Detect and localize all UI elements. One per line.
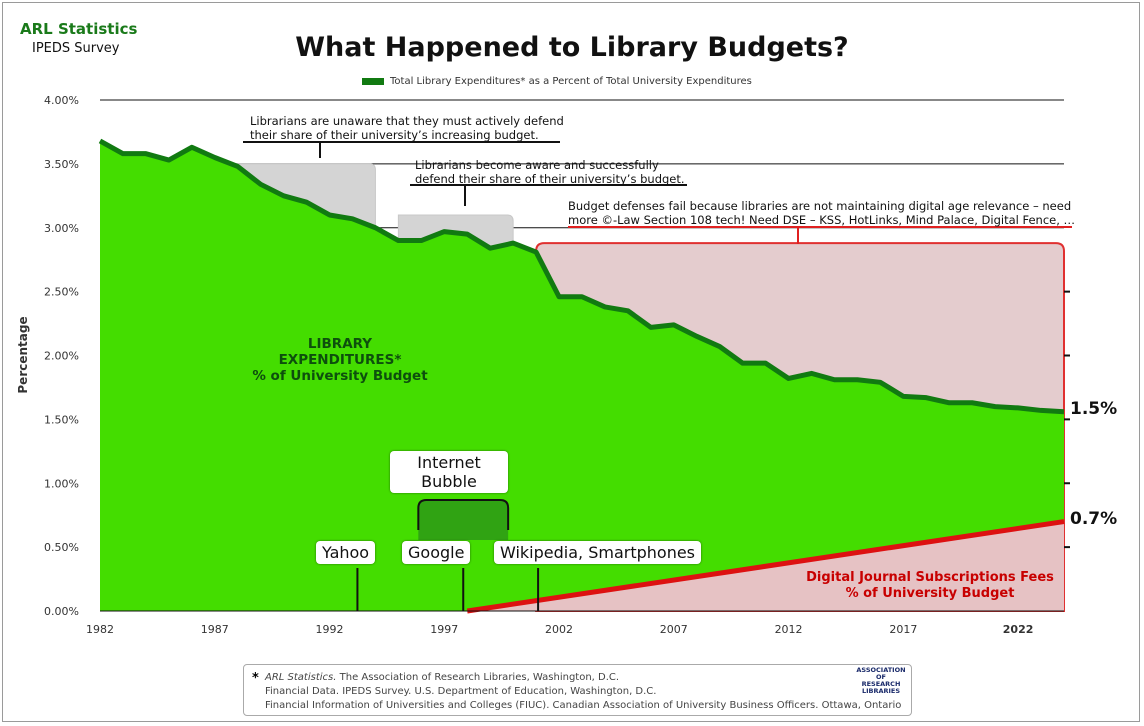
y-tick-label: 0.00% [44, 605, 79, 618]
y-tick-label: 2.00% [44, 350, 79, 363]
arl-logo-line-2: OF RESEARCH [861, 673, 901, 688]
annotation-fail: Budget defenses fail because libraries a… [568, 199, 1075, 227]
event-tag-google: Google [402, 541, 471, 564]
source-box: * ARL Statistics. The Association of Res… [243, 664, 912, 716]
library-expenditure-line [98, 138, 1065, 415]
annotation-unaware: Librarians are unaware that they must ac… [250, 114, 564, 142]
legend-label: Total Library Expenditures* as a Percent… [390, 76, 752, 87]
event-tag-yahoo: Yahoo [316, 541, 376, 564]
source-line-2: Financial Data. IPEDS Survey. U.S. Depar… [265, 686, 657, 697]
y-tick-label: 4.00% [44, 94, 79, 107]
annotation-aware: Librarians become aware and successfully… [415, 158, 685, 186]
source-line-1-rest: The Association of Research Libraries, W… [336, 672, 620, 683]
arl-logo-line-1: ASSOCIATION [856, 666, 906, 674]
arl-logo: ASSOCIATION OF RESEARCH LIBRARIES [856, 667, 906, 695]
digital-journal-label: Digital Journal Subscriptions Fees % of … [800, 570, 1060, 602]
digital-label-line-1: Digital Journal Subscriptions Fees [806, 570, 1054, 585]
source-line-1: ARL Statistics. The Association of Resea… [265, 672, 619, 683]
internet-bubble-tag: Internet Bubble [390, 451, 508, 493]
legend: Total Library Expenditures* as a Percent… [362, 76, 752, 87]
library-expenditures-label: LIBRARY EXPENDITURES* % of University Bu… [245, 336, 435, 384]
y-tick-label: 1.50% [44, 413, 79, 426]
end-value-digital: 0.7% [1070, 509, 1118, 529]
internet-bubble-region [418, 500, 509, 540]
brand-title: ARL Statistics [20, 20, 138, 38]
source-line-1-italic: ARL Statistics. [265, 672, 337, 683]
event-tag-wikipedia: Wikipedia, Smartphones [494, 541, 702, 564]
digital-journal-line [466, 519, 1065, 614]
x-tick-label: 1987 [201, 623, 229, 636]
x-tick-label: 1982 [86, 623, 114, 636]
end-value-library: 1.5% [1070, 399, 1118, 419]
x-tick-label: 1997 [430, 623, 458, 636]
digital-label-line-2: % of University Budget [845, 586, 1015, 601]
y-axis-label: Percentage [16, 316, 30, 393]
annotation-unaware-line-2: their share of their university’s increa… [250, 128, 539, 142]
library-expenditure-area [100, 140, 1064, 611]
annotation-fail-line-2: more ©-Law Section 108 tech! Need DSE – … [568, 213, 1076, 227]
y-tick-label: 0.50% [44, 541, 79, 554]
x-tick-label: 2022 [1003, 623, 1034, 636]
source-line-3: Financial Information of Universities an… [265, 700, 902, 711]
y-tick-label: 3.50% [44, 158, 79, 171]
annotation-unaware-line-1: Librarians are unaware that they must ac… [250, 114, 564, 128]
chart-title: What Happened to Library Budgets? [295, 32, 849, 63]
x-tick-label: 2007 [660, 623, 688, 636]
internet-bubble-bracket [417, 499, 510, 530]
annotation-aware-line-1: Librarians become aware and successfully [415, 158, 659, 172]
library-label-line-2: % of University Budget [252, 368, 428, 384]
arl-logo-line-3: LIBRARIES [861, 687, 901, 695]
x-tick-label: 2002 [545, 623, 573, 636]
source-star: * [252, 671, 259, 686]
y-tick-label: 2.50% [44, 286, 79, 299]
x-tick-label: 2012 [775, 623, 803, 636]
annotation-aware-line-2: defend their share of their university’s… [415, 172, 685, 186]
y-tick-label: 3.00% [44, 222, 79, 235]
annotation-fail-line-1: Budget defenses fail because libraries a… [568, 199, 1072, 213]
x-tick-label: 2017 [889, 623, 917, 636]
x-tick-label: 1992 [316, 623, 344, 636]
y-tick-label: 1.00% [44, 477, 79, 490]
library-label-line-1: LIBRARY EXPENDITURES* [278, 336, 402, 368]
legend-swatch [362, 77, 384, 85]
brand-subtitle: IPEDS Survey [32, 41, 120, 56]
